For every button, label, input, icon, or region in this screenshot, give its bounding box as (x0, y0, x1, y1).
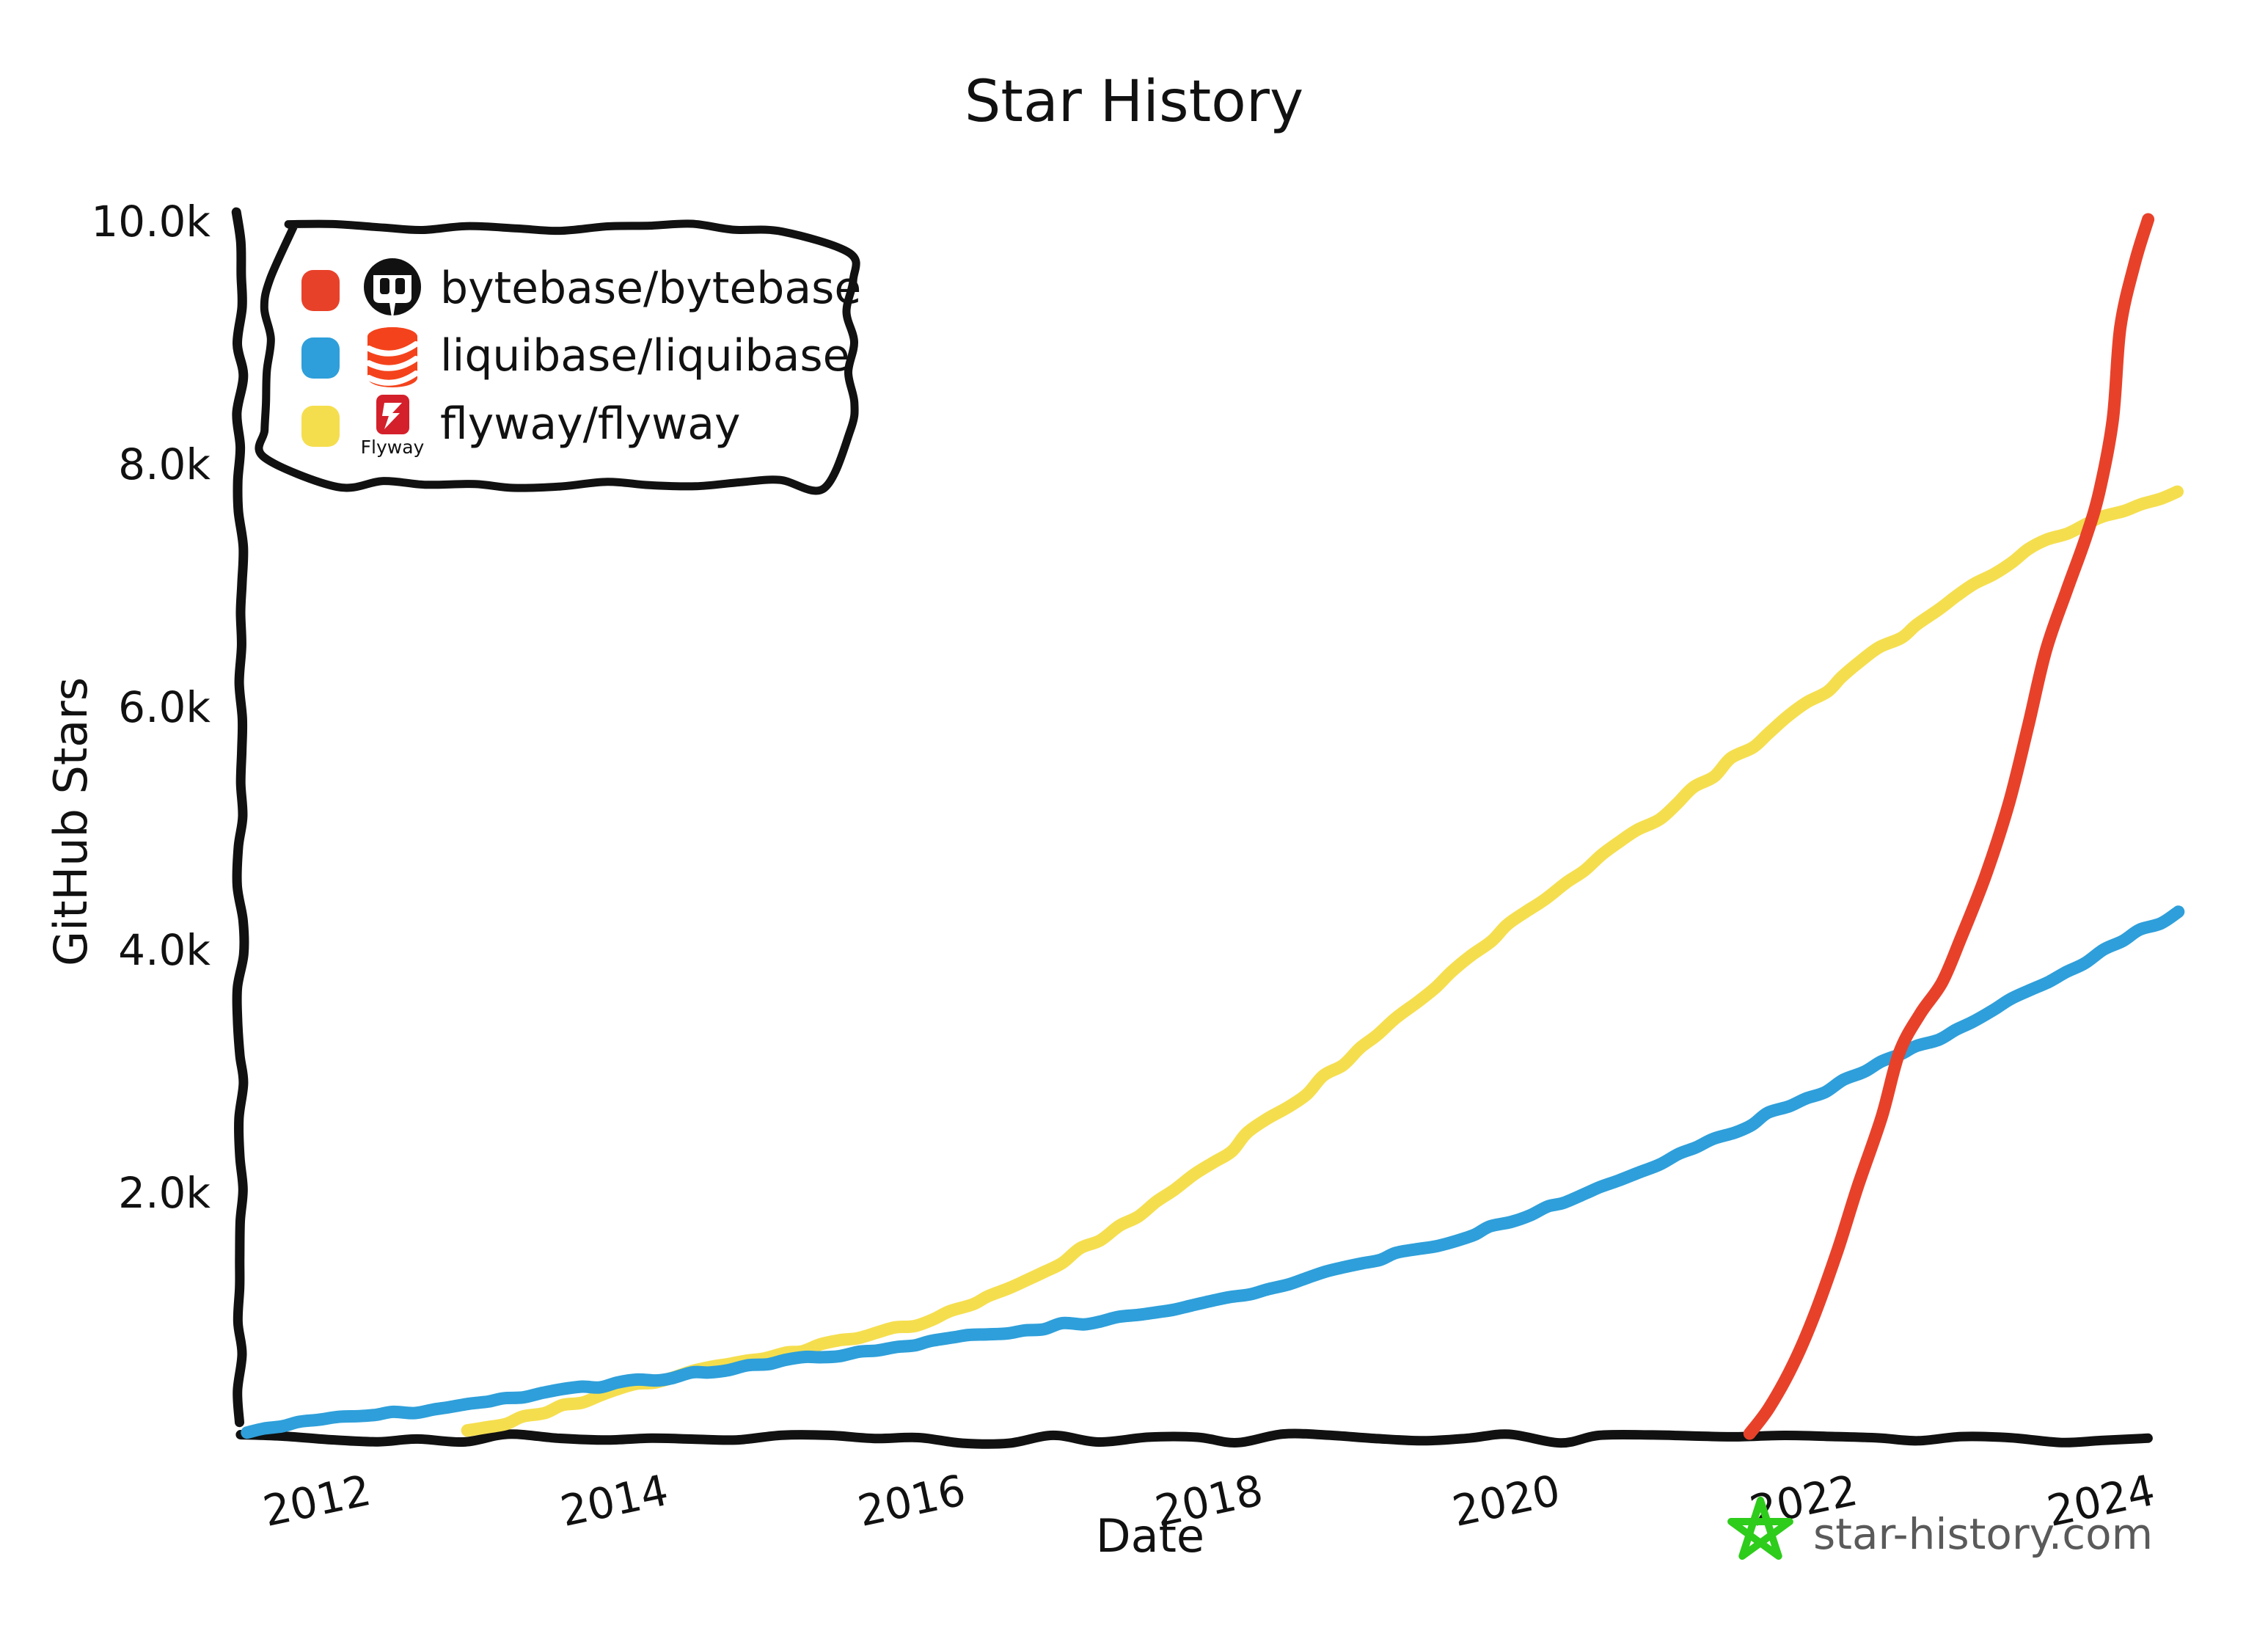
legend-item-bytebase[interactable]: bytebase/bytebase (301, 258, 861, 322)
liquibase-logo-icon (366, 327, 419, 387)
y-axis-label: GitHub Stars (44, 677, 98, 966)
chart-axes (231, 207, 2153, 1449)
y-tick-label: 6.0k (118, 682, 211, 732)
series-line-liquibase (241, 905, 2185, 1439)
series-line-bytebase (1743, 213, 2155, 1440)
legend-item-flyway[interactable]: Flyway flyway/flyway (301, 395, 741, 458)
legend-item-label: flyway/flyway (440, 398, 741, 450)
y-tick-label: 8.0k (118, 439, 211, 489)
bytebase-logo-icon (364, 258, 421, 322)
x-axis-line (235, 1428, 2153, 1449)
watermark[interactable]: star-history.com (1727, 1497, 2153, 1560)
legend-item-label: liquibase/liquibase (440, 330, 850, 382)
y-tick-labels: 2.0k 4.0k 6.0k 8.0k 10.0k (91, 197, 211, 1218)
legend-color-swatch (301, 406, 340, 447)
y-tick-label: 10.0k (91, 197, 211, 247)
chart-series (241, 213, 2185, 1440)
y-tick-label: 4.0k (118, 925, 211, 975)
x-axis-label: Date (1096, 1509, 1204, 1563)
watermark-label: star-history.com (1813, 1509, 2153, 1559)
flyway-wordmark: Flyway (361, 437, 425, 458)
star-icon (1727, 1497, 1793, 1560)
flyway-logo-icon: Flyway (361, 395, 425, 458)
legend-color-swatch (301, 270, 340, 311)
legend-item-liquibase[interactable]: liquibase/liquibase (301, 327, 850, 387)
chart-legend[interactable]: bytebase/bytebase liquibase/liquibase Flyw… (255, 219, 861, 495)
legend-color-swatch (301, 337, 340, 379)
y-axis-line (231, 207, 249, 1428)
y-tick-label: 2.0k (118, 1168, 211, 1218)
page-title: Star History (965, 69, 1303, 135)
legend-item-label: bytebase/bytebase (440, 263, 861, 314)
